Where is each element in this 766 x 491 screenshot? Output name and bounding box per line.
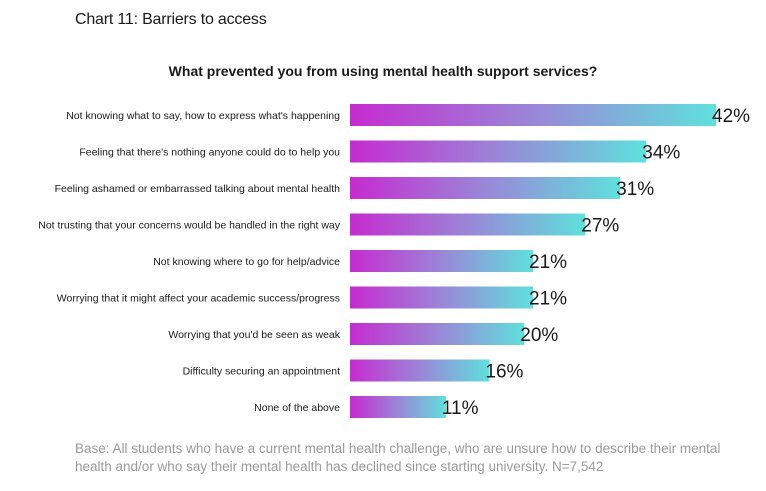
- value-label: 20%: [520, 325, 558, 346]
- category-label: Feeling that there's nothing anyone coul…: [79, 147, 340, 159]
- bar: [350, 250, 533, 272]
- value-label: 42%: [712, 106, 750, 127]
- bar: [350, 323, 525, 345]
- category-label: Worrying that you'd be seen as weak: [168, 329, 340, 341]
- category-label: Difficulty securing an appointment: [183, 366, 340, 378]
- bar: [350, 396, 446, 418]
- chart-subtitle: What prevented you from using mental hea…: [168, 63, 598, 79]
- value-label: 21%: [529, 289, 567, 310]
- value-label: 31%: [616, 179, 654, 200]
- category-label: None of the above: [254, 402, 340, 414]
- bar: [350, 140, 647, 163]
- bar: [350, 286, 533, 309]
- chart-title: Chart 11: Barriers to access: [75, 11, 267, 28]
- category-label: Worrying that it might affect your acade…: [57, 293, 340, 305]
- bar: [350, 359, 490, 382]
- value-label: 34%: [642, 143, 680, 164]
- bar-chart: Not knowing what to say, how to express …: [38, 104, 750, 419]
- category-label: Not trusting that your concerns would be…: [38, 220, 341, 232]
- value-label: 27%: [581, 216, 619, 237]
- category-label: Feeling ashamed or embarrassed talking a…: [55, 183, 341, 195]
- bar: [350, 104, 716, 126]
- bar: [350, 213, 586, 236]
- base-note: Base: All students who have a current me…: [75, 441, 721, 474]
- value-label: 21%: [529, 252, 567, 273]
- value-label: 16%: [485, 362, 523, 383]
- bar: [350, 177, 621, 199]
- category-label: Not knowing what to say, how to express …: [66, 110, 340, 122]
- bars-layer: Not knowing what to say, how to express …: [38, 104, 750, 419]
- value-label: 11%: [442, 398, 479, 419]
- category-label: Not knowing where to go for help/advice: [153, 256, 340, 268]
